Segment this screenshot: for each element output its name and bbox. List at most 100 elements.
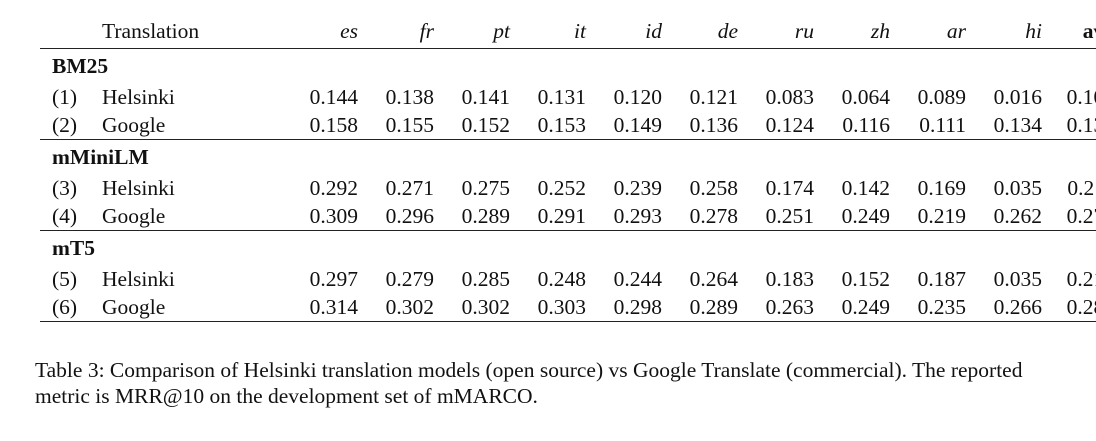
cell-value: 0.035 bbox=[993, 267, 1042, 291]
cell-value: 0.248 bbox=[537, 267, 586, 291]
cell-value: 0.141 bbox=[461, 85, 510, 109]
header-lang-it: it bbox=[510, 14, 586, 49]
cell-value: 0.302 bbox=[434, 293, 510, 322]
cell-value: 0.187 bbox=[917, 267, 966, 291]
table-header: Translation es fr pt it id de ru zh ar h… bbox=[40, 14, 1096, 49]
header-translation: Translation bbox=[102, 14, 282, 49]
cell-value: 0.064 bbox=[841, 85, 890, 109]
cell-value: 0.083 bbox=[765, 85, 814, 109]
table-caption: Table 3: Comparison of Helsinki translat… bbox=[35, 358, 1023, 408]
cell-value: 0.124 bbox=[765, 113, 814, 137]
cell-value: 0.309 bbox=[309, 204, 358, 228]
row-translation-name: Helsinki bbox=[102, 85, 175, 109]
results-table: Translation es fr pt it id de ru zh ar h… bbox=[40, 14, 1096, 322]
cell-value: 0.251 bbox=[765, 204, 814, 228]
row-translation-name: Helsinki bbox=[102, 267, 175, 291]
header-lang-pt: pt bbox=[434, 14, 510, 49]
cell-value: 0.153 bbox=[537, 113, 586, 137]
cell-value: 0.235 bbox=[890, 293, 966, 322]
cell-value: 0.249 bbox=[841, 204, 890, 228]
cell-value: 0.314 bbox=[282, 293, 358, 322]
cell-value: 0.239 bbox=[613, 176, 662, 200]
cell-avg: 0.217 bbox=[1066, 267, 1096, 291]
cell-value: 0.152 bbox=[461, 113, 510, 137]
cell-avg: 0.281 bbox=[1042, 293, 1096, 322]
cell-value: 0.183 bbox=[765, 267, 814, 291]
row-translation-name: Google bbox=[102, 204, 166, 228]
header-avg: avg bbox=[1042, 14, 1096, 49]
cell-value: 0.111 bbox=[919, 113, 966, 137]
cell-value: 0.262 bbox=[993, 204, 1042, 228]
cell-value: 0.121 bbox=[689, 85, 738, 109]
cell-value: 0.131 bbox=[537, 85, 586, 109]
cell-value: 0.244 bbox=[613, 267, 662, 291]
cell-value: 0.089 bbox=[917, 85, 966, 109]
table-row: (6) Google 0.314 0.302 0.302 0.303 0.298 0.289 0… bbox=[40, 293, 1096, 322]
row-index: (5) bbox=[52, 267, 78, 291]
cell-value: 0.298 bbox=[586, 293, 662, 322]
group-name: mT5 bbox=[40, 230, 1096, 265]
cell-value: 0.158 bbox=[309, 113, 358, 137]
cell-value: 0.279 bbox=[385, 267, 434, 291]
cell-value: 0.120 bbox=[613, 85, 662, 109]
cell-value: 0.116 bbox=[842, 113, 890, 137]
header-row: Translation es fr pt it id de ru zh ar h… bbox=[40, 14, 1096, 49]
cell-value: 0.174 bbox=[765, 176, 814, 200]
cell-value: 0.296 bbox=[385, 204, 434, 228]
cell-avg: 0.138 bbox=[1066, 113, 1096, 137]
table-row: (2) Google 0.158 0.155 0.152 0.153 0.149 0.136 0… bbox=[40, 111, 1096, 140]
group-name: mMiniLM bbox=[40, 139, 1096, 174]
row-translation-name: Helsinki bbox=[102, 176, 175, 200]
table-row: (5) Helsinki 0.297 0.279 0.285 0.248 0.244 0.26… bbox=[40, 265, 1096, 293]
cell-value: 0.136 bbox=[689, 113, 738, 137]
cell-avg: 0.211 bbox=[1067, 176, 1096, 200]
table-row: (3) Helsinki 0.292 0.271 0.275 0.252 0.239 0.25… bbox=[40, 174, 1096, 202]
header-index-spacer bbox=[40, 14, 102, 49]
cell-value: 0.134 bbox=[993, 113, 1042, 137]
row-index: (1) bbox=[52, 85, 78, 109]
cell-value: 0.289 bbox=[662, 293, 738, 322]
cell-value: 0.035 bbox=[993, 176, 1042, 200]
cell-value: 0.292 bbox=[309, 176, 358, 200]
cell-value: 0.249 bbox=[814, 293, 890, 322]
row-index: (6) bbox=[40, 293, 102, 322]
cell-value: 0.303 bbox=[510, 293, 586, 322]
table-row: (1) Helsinki 0.144 0.138 0.141 0.131 0.120 0.12… bbox=[40, 83, 1096, 111]
group-name: BM25 bbox=[52, 54, 109, 78]
cell-value: 0.266 bbox=[966, 293, 1042, 322]
cell-value: 0.142 bbox=[841, 176, 890, 200]
header-lang-zh: zh bbox=[814, 14, 890, 49]
table-body: BM25 (1) Helsinki 0.144 0.138 0.141 0.131 0.120… bbox=[40, 49, 1096, 322]
row-translation-name: Google bbox=[102, 293, 282, 322]
group-row: mT5 bbox=[40, 230, 1096, 265]
cell-value: 0.297 bbox=[309, 267, 358, 291]
header-lang-es: es bbox=[282, 14, 358, 49]
header-lang-ru: ru bbox=[738, 14, 814, 49]
cell-value: 0.258 bbox=[689, 176, 738, 200]
results-table-container: Translation es fr pt it id de ru zh ar h… bbox=[40, 14, 1096, 322]
cell-value: 0.016 bbox=[993, 85, 1042, 109]
cell-value: 0.138 bbox=[385, 85, 434, 109]
cell-avg: 0.105 bbox=[1066, 85, 1096, 109]
cell-value: 0.152 bbox=[841, 267, 890, 291]
cell-value: 0.278 bbox=[689, 204, 738, 228]
cell-value: 0.285 bbox=[461, 267, 510, 291]
cell-value: 0.155 bbox=[385, 113, 434, 137]
cell-value: 0.149 bbox=[613, 113, 662, 137]
header-lang-ar: ar bbox=[890, 14, 966, 49]
group-row: BM25 bbox=[40, 49, 1096, 84]
table-row: (4) Google 0.309 0.296 0.289 0.291 0.293 0.278 0… bbox=[40, 202, 1096, 231]
cell-value: 0.302 bbox=[358, 293, 434, 322]
header-lang-hi: hi bbox=[966, 14, 1042, 49]
cell-value: 0.252 bbox=[537, 176, 586, 200]
cell-value: 0.275 bbox=[461, 176, 510, 200]
row-index: (4) bbox=[52, 204, 78, 228]
cell-avg: 0.274 bbox=[1066, 204, 1096, 228]
cell-value: 0.271 bbox=[385, 176, 434, 200]
cell-value: 0.264 bbox=[689, 267, 738, 291]
cell-value: 0.263 bbox=[738, 293, 814, 322]
cell-value: 0.144 bbox=[309, 85, 358, 109]
cell-value: 0.219 bbox=[917, 204, 966, 228]
row-index: (2) bbox=[52, 113, 78, 137]
cell-value: 0.169 bbox=[917, 176, 966, 200]
